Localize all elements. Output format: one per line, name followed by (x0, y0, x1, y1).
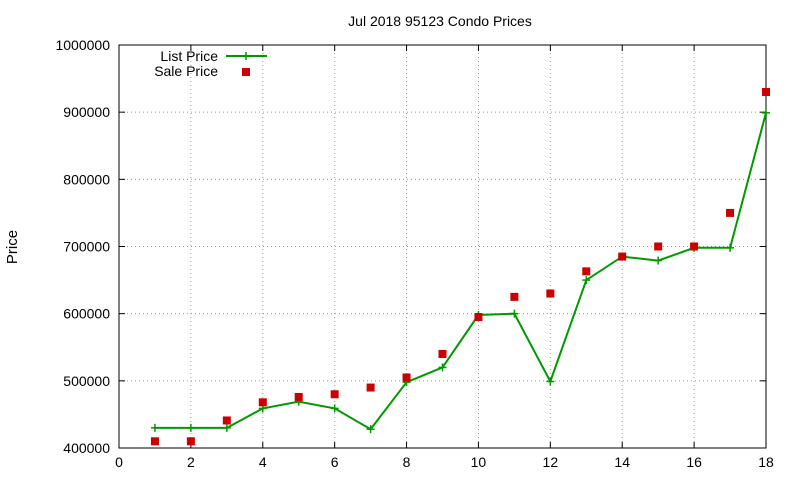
list-price-point (510, 309, 519, 318)
legend-marker-list-price (242, 52, 250, 60)
list-price-point (366, 425, 375, 434)
sale-price-point (582, 267, 591, 276)
sale-price-point (150, 437, 159, 446)
sale-price-point (438, 349, 447, 358)
list-price-point (726, 243, 735, 252)
x-tick-label: 8 (403, 454, 411, 470)
list-price-point (438, 363, 447, 372)
y-tick-label: 400000 (63, 440, 110, 456)
list-price-point (222, 423, 231, 432)
sale-price-point (258, 398, 267, 407)
sale-price-point (510, 292, 519, 301)
sale-price-point (222, 416, 231, 425)
legend-label-list-price: List Price (160, 48, 218, 64)
y-axis-label: Price (4, 230, 21, 264)
sale-price-point (330, 390, 339, 399)
axis-ticks (118, 44, 767, 449)
series-layer (150, 88, 770, 446)
x-tick-label: 4 (259, 454, 267, 470)
x-tick-label: 18 (758, 454, 774, 470)
list-price-line (154, 112, 767, 431)
sale-price-point (726, 208, 735, 217)
list-price-point (150, 423, 159, 432)
y-tick-label: 600000 (63, 306, 110, 322)
y-tick-label: 1000000 (55, 37, 110, 53)
legend: List Price Sale Price (154, 48, 267, 79)
sale-price-point (762, 88, 770, 97)
list-price-point (654, 256, 663, 265)
grid-lines (119, 45, 766, 448)
list-price-point (546, 377, 555, 386)
list-price-point (762, 108, 770, 117)
sale-price-point (294, 392, 303, 401)
y-tick-label: 500000 (63, 373, 110, 389)
sale-price-point (618, 252, 627, 261)
list-price-point (582, 276, 591, 285)
plot-frame (118, 44, 767, 449)
x-tick-label: 6 (331, 454, 339, 470)
y-tick-label: 700000 (63, 239, 110, 255)
y-tick-label: 800000 (63, 171, 110, 187)
tick-labels: 0 2 4 6 8 10 12 14 16 18 400000 500000 600000 700000 8… (55, 37, 774, 470)
x-tick-label: 2 (187, 454, 195, 470)
y-tick-label: 900000 (63, 104, 110, 120)
list-price-point (186, 423, 195, 432)
legend-swatch-sale-price (242, 68, 250, 76)
sale-price-point (690, 242, 699, 251)
sale-price-point (402, 373, 411, 382)
x-tick-label: 10 (471, 454, 487, 470)
legend-label-sale-price: Sale Price (154, 63, 218, 79)
sale-price-point (654, 242, 663, 251)
x-tick-label: 0 (115, 454, 123, 470)
sale-price-point (186, 437, 195, 446)
sale-price-point (474, 313, 483, 322)
sale-price-point (546, 289, 555, 298)
chart-title: Jul 2018 95123 Condo Prices (348, 13, 532, 29)
sale-price-point (366, 383, 375, 392)
x-tick-label: 16 (686, 454, 702, 470)
list-price-point (330, 404, 339, 413)
x-tick-label: 14 (614, 454, 630, 470)
x-tick-label: 12 (543, 454, 559, 470)
